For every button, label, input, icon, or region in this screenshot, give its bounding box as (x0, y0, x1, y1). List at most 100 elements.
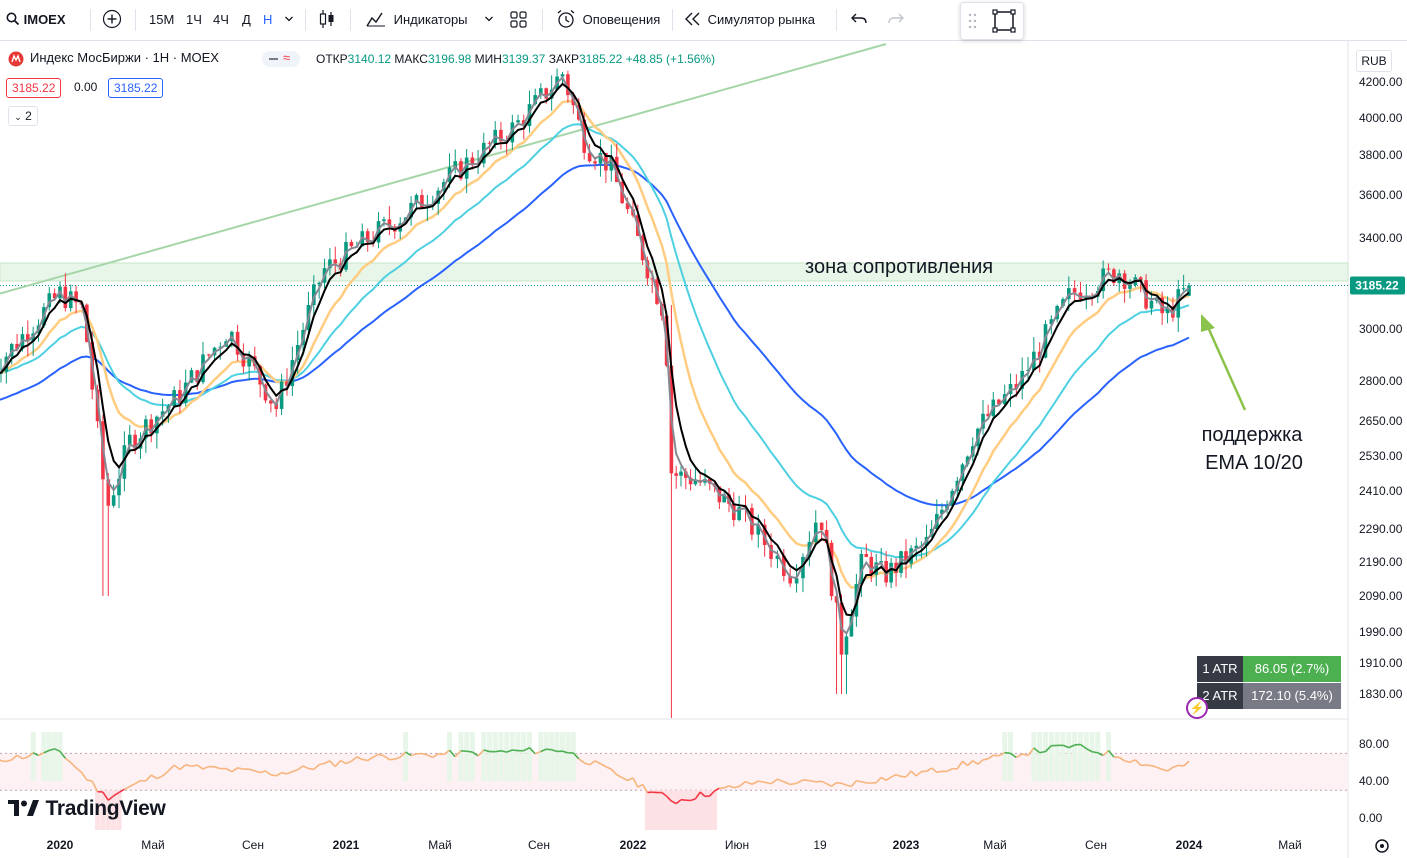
rsi-segment[interactable] (399, 751, 407, 758)
rsi-segment[interactable] (1033, 747, 1041, 754)
rsi-segment[interactable] (890, 773, 897, 778)
rsi-segment[interactable] (1183, 760, 1190, 767)
candle-body[interactable] (688, 477, 693, 485)
candle-body[interactable] (376, 221, 381, 243)
rsi-segment[interactable] (394, 756, 401, 760)
candle-body[interactable] (312, 284, 316, 306)
candle-body[interactable] (859, 553, 864, 585)
ema100-line[interactable] (0, 123, 1190, 559)
rsi-segment[interactable] (91, 780, 99, 792)
rsi-segment[interactable] (367, 756, 374, 762)
candle-body[interactable] (997, 399, 1001, 405)
rsi-segment[interactable] (38, 752, 45, 757)
candle-body[interactable] (269, 400, 273, 404)
rsi-segment[interactable] (86, 779, 93, 782)
rsi-segment[interactable] (11, 754, 18, 761)
candle-body[interactable] (604, 152, 608, 171)
rsi-segment[interactable] (448, 749, 456, 758)
rsi-segment[interactable] (75, 767, 82, 773)
candle-body[interactable] (914, 545, 919, 549)
candle-body[interactable] (869, 556, 874, 575)
candle-body[interactable] (333, 259, 338, 264)
rsi-segment[interactable] (281, 771, 288, 775)
rsi-segment[interactable] (1062, 744, 1070, 749)
rsi-segment[interactable] (237, 767, 244, 770)
rsi-segment[interactable] (286, 770, 293, 775)
rsi-segment[interactable] (875, 776, 882, 784)
candle-body[interactable] (510, 122, 515, 143)
rsi-segment[interactable] (129, 782, 136, 788)
candle-body[interactable] (317, 282, 321, 285)
candle-body[interactable] (1106, 268, 1111, 270)
rsi-segment[interactable] (150, 774, 158, 780)
candle-body[interactable] (117, 478, 121, 496)
candle-body[interactable] (365, 231, 370, 243)
rsi-segment[interactable] (915, 770, 922, 777)
rsi-segment[interactable] (826, 782, 832, 787)
rsi-segment[interactable] (506, 749, 513, 753)
rsi-segment[interactable] (610, 768, 618, 776)
candle-body[interactable] (1084, 295, 1089, 300)
rsi-segment[interactable] (167, 764, 175, 772)
rsi-segment[interactable] (910, 770, 917, 777)
candle-body[interactable] (206, 354, 211, 356)
rsi-segment[interactable] (254, 770, 261, 774)
rsi-segment[interactable] (324, 760, 331, 765)
candle-body[interactable] (1112, 269, 1116, 284)
rsi-segment[interactable] (1027, 747, 1035, 756)
candle-body[interactable] (775, 555, 780, 559)
rsi-segment[interactable] (699, 791, 706, 798)
rsi-segment[interactable] (32, 752, 39, 757)
rsi-segment[interactable] (410, 753, 417, 757)
candle-body[interactable] (127, 434, 132, 446)
rsi-segment[interactable] (694, 791, 701, 800)
candle-body[interactable] (801, 556, 805, 579)
candle-body[interactable] (1149, 300, 1154, 309)
sell-price-chip[interactable]: 3185.22 (6, 78, 62, 98)
rsi-segment[interactable] (856, 779, 862, 783)
rsi-segment[interactable] (880, 776, 887, 781)
rsi-segment[interactable] (1010, 752, 1017, 759)
rsi-segment[interactable] (356, 756, 363, 761)
candle-body[interactable] (909, 548, 913, 564)
rsi-segment[interactable] (946, 768, 953, 772)
rsi-segment[interactable] (383, 755, 390, 761)
trendline[interactable] (0, 43, 887, 295)
candle-body[interactable] (679, 471, 683, 476)
candle-body[interactable] (549, 89, 554, 99)
interval-day[interactable]: Д (242, 12, 251, 27)
rsi-segment[interactable] (1151, 764, 1158, 769)
candle-body[interactable] (1049, 319, 1054, 325)
currency-button[interactable]: RUB (1356, 50, 1392, 72)
candle-body[interactable] (344, 242, 348, 270)
candle-body[interactable] (560, 74, 565, 77)
rsi-segment[interactable] (821, 780, 827, 785)
candle-body[interactable] (52, 293, 57, 299)
interval-15m[interactable]: 15М (149, 12, 175, 27)
rsi-segment[interactable] (690, 798, 696, 802)
candle-body[interactable] (756, 524, 761, 535)
rsi-segment[interactable] (134, 779, 141, 785)
rsi-segment[interactable] (738, 780, 746, 788)
candle-body[interactable] (1138, 277, 1143, 281)
candle-body[interactable] (453, 161, 458, 168)
support-annotation-line2[interactable]: EMA 10/20 (1205, 452, 1303, 474)
candle-body[interactable] (819, 522, 824, 531)
candle-body[interactable] (566, 74, 570, 96)
rsi-segment[interactable] (723, 785, 730, 789)
candle-body[interactable] (539, 88, 543, 96)
candle-body[interactable] (279, 381, 284, 409)
candle-body[interactable] (106, 479, 111, 506)
ema50-line[interactable] (0, 99, 1190, 589)
candle-body[interactable] (533, 95, 537, 105)
rsi-segment[interactable] (632, 777, 639, 788)
rsi-segment[interactable] (1102, 749, 1110, 757)
candle-body[interactable] (794, 578, 799, 584)
rsi-segment[interactable] (831, 782, 838, 787)
candle-body[interactable] (527, 104, 532, 127)
rsi-segment[interactable] (666, 795, 672, 802)
candle-body[interactable] (349, 242, 354, 247)
rsi-segment[interactable] (275, 771, 283, 777)
rsi-segment[interactable] (578, 758, 585, 764)
rsi-segment[interactable] (546, 748, 552, 751)
